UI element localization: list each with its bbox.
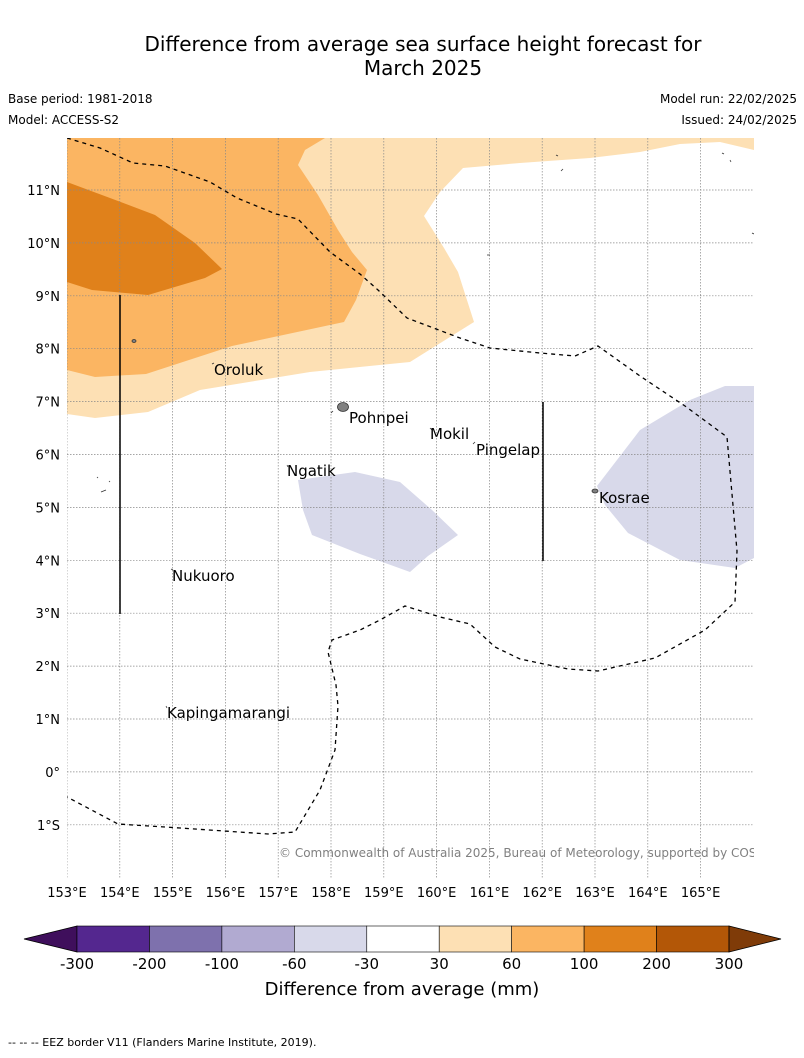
colorbar-swatch — [294, 925, 368, 953]
colorbar-swatches — [23, 925, 782, 953]
longitude-label: 157°E — [258, 886, 298, 901]
anomaly-neg30-neg60-region — [298, 472, 458, 572]
colorbar-swatch — [583, 925, 657, 953]
island-dot — [131, 339, 137, 343]
colorbar-tick-label: -300 — [60, 955, 94, 973]
longitude-label: 163°E — [575, 886, 615, 901]
colorbar-swatch — [366, 925, 440, 953]
longitude-label: 164°E — [628, 886, 668, 901]
colorbar-swatch — [149, 925, 223, 953]
latitude-label: 4°N — [36, 554, 61, 569]
eez-border-line — [67, 138, 738, 835]
longitude-label: 162°E — [522, 886, 562, 901]
nukuoro-atoll — [170, 568, 174, 571]
colorbar-extend-high — [728, 925, 782, 953]
longitude-label: 154°E — [100, 886, 140, 901]
colorbar-tick-label: -100 — [205, 955, 239, 973]
mokil-atoll — [429, 427, 433, 431]
longitude-label: 165°E — [681, 886, 721, 901]
longitude-labels: 153°E 154°E 155°E 156°E 157°E 158°E 159°E 160°E… — [47, 886, 720, 901]
base-period: Base period: 1981-2018 — [8, 92, 153, 106]
latitude-label: 7°N — [36, 396, 61, 411]
colorbar: -300 -200 -100 -60 -30 30 60 100 200 300 Differen… — [23, 925, 782, 1000]
model-run-date: Model run: 22/02/2025 — [659, 92, 797, 106]
island-mark — [108, 480, 111, 483]
island-mark — [100, 489, 107, 493]
pingelap-atoll — [472, 441, 476, 445]
map-title: Difference from average sea surface heig… — [0, 32, 804, 80]
place-label-nukuoro: Nukuoro — [172, 567, 235, 585]
longitude-label: 153°E — [47, 886, 87, 901]
title-line-2: March 2025 — [363, 56, 483, 80]
title-line-1: Difference from average sea surface heig… — [144, 32, 702, 56]
copyright-notice: © Commonwealth of Australia 2025, Bureau… — [279, 846, 784, 860]
place-label-kapingamarangi: Kapingamarangi — [167, 704, 290, 722]
colorbar-tick-label: 60 — [502, 955, 521, 973]
colorbar-extend-low — [23, 925, 78, 953]
colorbar-tick-label: 100 — [570, 955, 599, 973]
place-label-ngatik: Ngatik — [287, 462, 336, 480]
ngatik-atoll — [286, 464, 289, 468]
place-label-pohnpei: Pohnpei — [349, 409, 409, 427]
eez-footnote: -- -- -- EEZ border V11 (Flanders Marine… — [8, 1036, 317, 1049]
latitude-label: 10°N — [27, 237, 60, 252]
longitude-label: 159°E — [364, 886, 404, 901]
place-label-mokil: Mokil — [430, 425, 469, 443]
latitude-label: 0° — [45, 766, 60, 781]
place-label-kosrae: Kosrae — [599, 489, 650, 507]
latitude-label: 2°N — [36, 660, 61, 675]
colorbar-tick-label: 200 — [642, 955, 671, 973]
longitude-label: 156°E — [206, 886, 246, 901]
longitude-label: 160°E — [417, 886, 457, 901]
kosrae-island — [591, 488, 599, 494]
latitude-label: 1°N — [36, 713, 61, 728]
island-shapes — [96, 152, 754, 709]
island-mark — [560, 168, 564, 172]
island-mark — [729, 159, 732, 163]
latitude-labels: 11°N 10°N 9°N 8°N 7°N 6°N 5°N 4°N 3°N 2°N 1°N 0° 1°S — [27, 184, 60, 834]
oroluk-atoll — [211, 362, 215, 365]
latitude-label: 1°S — [37, 819, 60, 834]
anomaly-60-100-region — [67, 138, 367, 377]
latitude-label: 9°N — [36, 290, 61, 305]
island-mark — [751, 232, 754, 235]
latitude-label: 6°N — [36, 449, 61, 464]
colorbar-swatch — [656, 925, 730, 953]
latitude-label: 3°N — [36, 607, 61, 622]
kapingamarangi-atoll — [165, 705, 168, 709]
island-mark — [96, 476, 99, 479]
longitude-label: 158°E — [311, 886, 351, 901]
island-mark — [721, 152, 725, 155]
gridlines — [67, 138, 754, 878]
map-area: Oroluk Pohnpei Mokil Pingelap Ngatik Kos… — [67, 138, 784, 878]
ant-atoll — [330, 410, 334, 414]
map-figure: Oroluk Pohnpei Mokil Pingelap Ngatik Kos… — [23, 138, 784, 1000]
colorbar-tick-label: -200 — [132, 955, 166, 973]
anomaly-neg30-neg60-region-east — [597, 386, 754, 568]
colorbar-swatch — [438, 925, 512, 953]
colorbar-tick-label: -60 — [282, 955, 307, 973]
place-label-oroluk: Oroluk — [214, 361, 263, 379]
longitude-label: 161°E — [470, 886, 510, 901]
latitude-label: 5°N — [36, 501, 61, 516]
colorbar-swatch — [511, 925, 585, 953]
place-label-pingelap: Pingelap — [476, 441, 540, 459]
colorbar-swatch — [221, 925, 295, 953]
latitude-label: 8°N — [36, 343, 61, 358]
colorbar-tick-label: -30 — [355, 955, 380, 973]
colorbar-tick-label: 30 — [430, 955, 449, 973]
pohnpei-island — [337, 402, 349, 412]
colorbar-title: Difference from average (mm) — [265, 979, 540, 1000]
longitude-label: 155°E — [153, 886, 193, 901]
colorbar-swatch — [76, 925, 150, 953]
anomaly-100-200-region — [67, 182, 222, 295]
island-mark — [555, 154, 559, 157]
latitude-label: 11°N — [27, 184, 60, 199]
colorbar-tick-labels: -300 -200 -100 -60 -30 30 60 100 200 300 — [60, 955, 743, 973]
colorbar-tick-label: 300 — [715, 955, 744, 973]
model-name: Model: ACCESS-S2 — [8, 113, 120, 127]
issued-date: Issued: 24/02/2025 — [681, 113, 797, 127]
